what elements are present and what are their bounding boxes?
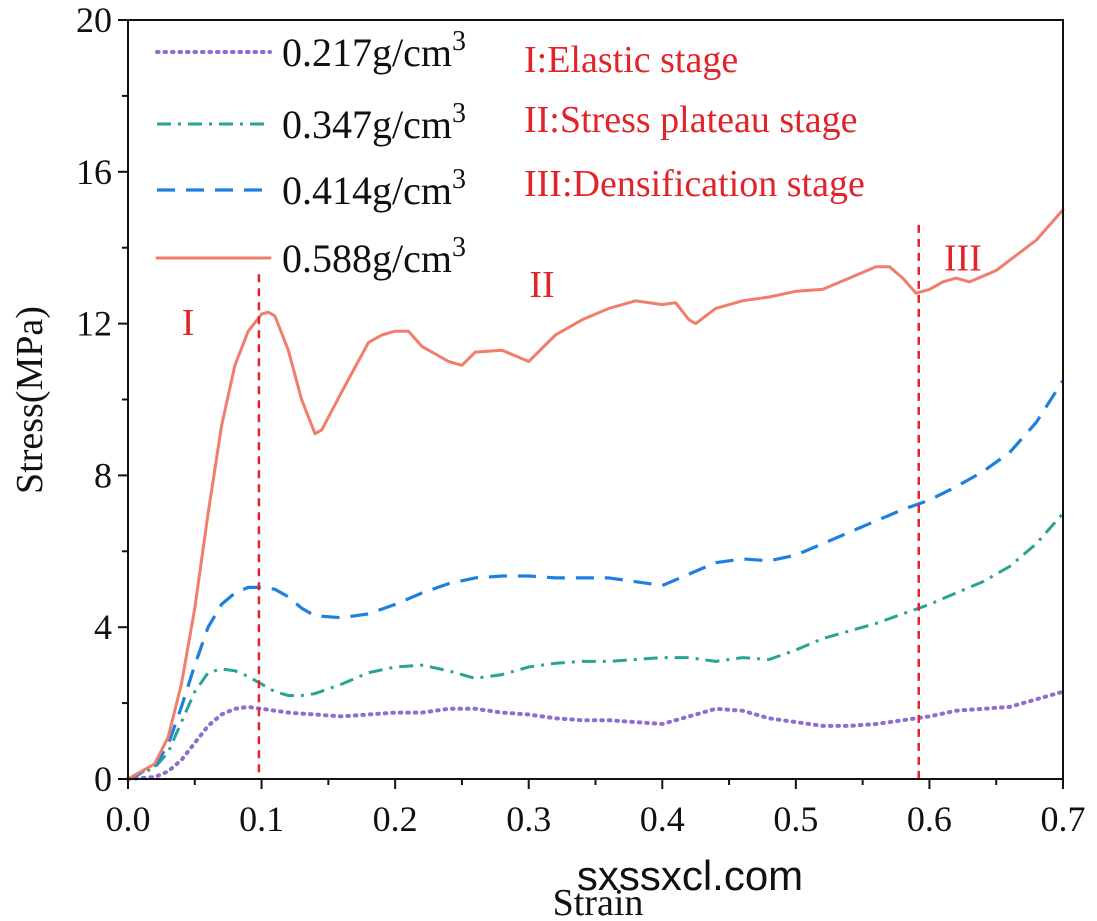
x-tick-label-0: 0.0 <box>106 799 151 839</box>
x-tick-label-5: 0.5 <box>773 799 818 839</box>
axes-layer: 0.0 0.1 0.2 0.3 0.4 0.5 0.6 0.7 0 4 8 12 16 20 <box>76 0 1086 839</box>
y-tick-label-2: 8 <box>94 455 112 495</box>
x-tick-label-6: 0.6 <box>907 799 952 839</box>
x-tick-label-4: 0.4 <box>640 799 685 839</box>
x-tick-label-2: 0.2 <box>373 799 418 839</box>
x-tick-label-3: 0.3 <box>506 799 551 839</box>
stage-marker-0: I <box>182 302 195 344</box>
legend-label-3: 0.588g/cm3 <box>282 232 466 281</box>
y-tick-label-1: 4 <box>94 607 112 647</box>
series-line-3 <box>126 208 1065 781</box>
series-line-0 <box>126 689 1065 781</box>
y-tick-label-4: 16 <box>76 152 112 192</box>
y-tick-label-3: 12 <box>76 304 112 344</box>
x-tick-label-1: 0.1 <box>239 799 284 839</box>
legend-label-0: 0.217g/cm3 <box>282 26 466 75</box>
series-line-1 <box>127 512 1065 781</box>
legend-label-1: 0.347g/cm3 <box>282 98 466 147</box>
watermark-text: sxssxcl.com <box>577 852 803 899</box>
legend: 0.217g/cm3 0.347g/cm3 0.414g/cm3 0.588g/cm3… <box>155 26 865 281</box>
y-tick-label-5: 20 <box>76 0 112 40</box>
stage-marker-2: III <box>944 237 982 279</box>
series-layer <box>126 208 1065 781</box>
x-axis-label: Strain <box>553 882 644 921</box>
stage-legend-0: I:Elastic stage <box>524 39 738 81</box>
x-tick-label-7: 0.7 <box>1041 799 1086 839</box>
y-axis-label: Stress(MPa) <box>9 306 51 494</box>
series-line-2 <box>127 379 1065 781</box>
stage-legend-2: III:Densification stage <box>524 163 865 205</box>
legend-label-2: 0.414g/cm3 <box>282 164 466 213</box>
stage-legend-1: II:Stress plateau stage <box>524 99 857 141</box>
y-tick-label-0: 0 <box>94 759 112 799</box>
stage-marker-1: II <box>529 264 554 306</box>
